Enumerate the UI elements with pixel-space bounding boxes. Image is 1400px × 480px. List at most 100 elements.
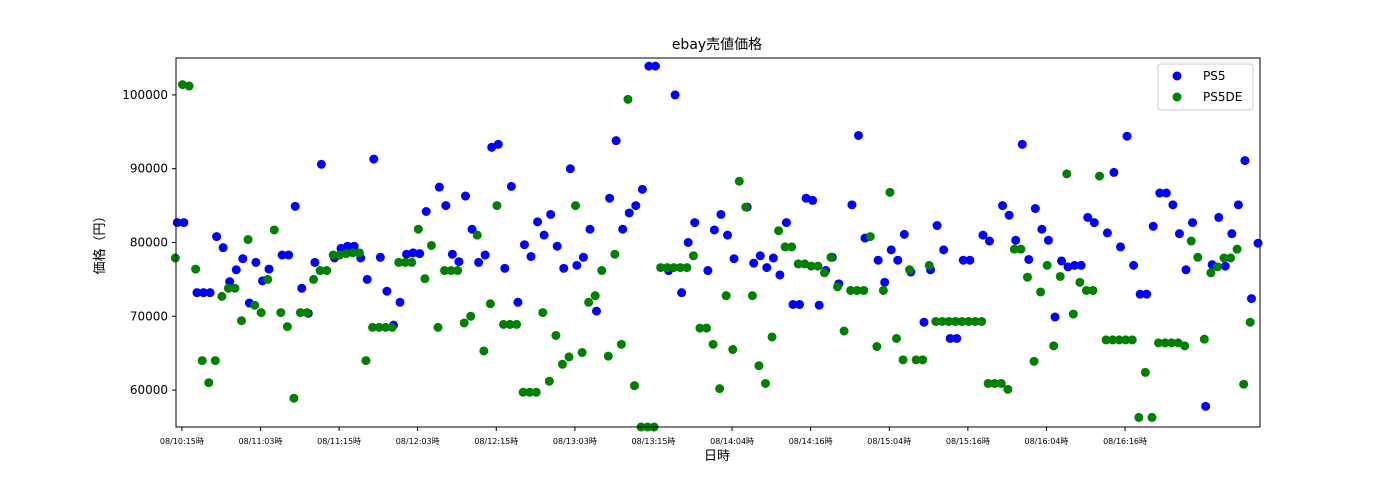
point-ps5de-58 (551, 330, 561, 340)
point-ps5de-8 (223, 283, 233, 293)
point-ps5de-63 (584, 297, 594, 307)
point-ps5de-84 (721, 291, 731, 301)
point-ps5de-86 (734, 176, 744, 186)
y-tick-label: 90000 (130, 162, 168, 176)
x-tick-label: 08/14:16時 (789, 437, 833, 446)
point-ps5-140 (1181, 265, 1191, 275)
point-ps5-68 (650, 61, 660, 71)
point-ps5de-3 (191, 264, 201, 274)
point-ps5de-12 (250, 300, 260, 310)
point-ps5-133 (1135, 289, 1145, 299)
chart-title: ebay売値価格 (672, 37, 762, 53)
point-ps5de-45 (466, 311, 476, 321)
point-ps5-45 (493, 139, 503, 149)
point-ps5-113 (998, 201, 1008, 211)
point-ps5de-120 (957, 316, 967, 326)
y-tick-label: 70000 (130, 309, 168, 323)
point-ps5-124 (1070, 260, 1080, 270)
point-ps5de-136 (1062, 169, 1072, 179)
point-ps5de-75 (662, 263, 672, 273)
point-ps5de-24 (328, 250, 338, 260)
point-ps5de-67 (610, 249, 620, 259)
point-ps5-141 (1188, 218, 1198, 228)
y-tick-label: 60000 (130, 383, 168, 397)
point-ps5de-55 (531, 387, 541, 397)
point-ps5-28 (375, 252, 385, 262)
point-ps5de-131 (1029, 356, 1039, 366)
point-ps5de-141 (1095, 171, 1105, 181)
x-tick-label: 08/16:16時 (1103, 437, 1147, 446)
point-ps5-8 (231, 265, 241, 275)
point-ps5de-161 (1226, 253, 1236, 263)
point-ps5de-133 (1042, 260, 1052, 270)
point-ps5de-19 (295, 308, 305, 318)
point-ps5de-49 (492, 201, 502, 211)
x-tick-label: 08/11:03時 (239, 437, 283, 446)
point-ps5de-47 (479, 346, 489, 356)
legend-label-ps5: PS5 (1203, 69, 1226, 83)
point-ps5de-135 (1055, 271, 1065, 281)
point-ps5de-138 (1075, 277, 1085, 287)
point-ps5de-112 (905, 265, 915, 275)
point-ps5-46 (500, 263, 510, 273)
point-ps5-122 (1057, 256, 1067, 266)
point-ps5de-130 (1022, 272, 1032, 282)
point-ps5-119 (1037, 224, 1047, 234)
plot-frame (175, 57, 1261, 428)
point-ps5de-149 (1147, 412, 1157, 422)
point-ps5de-13 (256, 308, 266, 318)
point-ps5-34 (415, 249, 425, 259)
point-ps5de-66 (603, 351, 613, 361)
point-ps5-137 (1161, 188, 1171, 198)
point-ps5de-36 (407, 257, 417, 267)
point-ps5de-57 (544, 376, 554, 386)
point-ps5-4 (205, 288, 215, 298)
point-ps5-23 (343, 241, 353, 251)
point-ps5de-134 (1049, 341, 1059, 351)
point-ps5-129 (1109, 167, 1119, 177)
point-ps5de-109 (885, 187, 895, 197)
point-ps5-86 (788, 299, 798, 309)
point-ps5de-140 (1088, 285, 1098, 295)
point-ps5-136 (1155, 188, 1165, 198)
point-ps5de-31 (374, 322, 384, 332)
point-ps5-0 (172, 218, 182, 228)
point-ps5-127 (1089, 218, 1099, 228)
point-ps5de-42 (446, 266, 456, 276)
point-ps5-85 (781, 218, 791, 228)
point-ps5-59 (585, 224, 595, 234)
point-ps5-57 (572, 260, 582, 270)
point-ps5-100 (893, 255, 903, 265)
point-ps5de-100 (826, 252, 836, 262)
point-ps5de-60 (564, 352, 574, 362)
x-axis: 08/10:15時 08/11:03時 08/11:15時 08/12:03時 08/1… (160, 427, 1147, 446)
legend-marker-ps5de (1172, 92, 1182, 102)
point-ps5-78 (729, 254, 739, 264)
point-ps5de-51 (505, 319, 515, 329)
x-tick-label: 08/15:16時 (946, 437, 990, 446)
point-ps5de-155 (1186, 236, 1196, 246)
point-ps5de-16 (276, 308, 286, 318)
point-ps5de-87 (741, 202, 751, 212)
point-ps5-38 (447, 249, 457, 259)
point-ps5de-64 (590, 291, 600, 301)
point-ps5-63 (618, 224, 628, 234)
point-ps5-128 (1102, 228, 1112, 238)
point-ps5de-33 (387, 322, 397, 332)
point-ps5-138 (1168, 200, 1178, 210)
point-ps5de-4 (197, 356, 207, 366)
point-ps5de-102 (839, 326, 849, 336)
point-ps5de-108 (878, 285, 888, 295)
point-ps5-134 (1142, 289, 1152, 299)
point-ps5-50 (526, 252, 536, 262)
point-ps5de-68 (616, 339, 626, 349)
x-axis-label: 日時 (704, 449, 730, 464)
point-ps5de-40 (433, 322, 443, 332)
point-ps5-48 (513, 297, 523, 307)
point-ps5-13 (264, 264, 274, 274)
point-ps5-89 (808, 195, 818, 205)
point-ps5de-15 (269, 225, 279, 235)
point-ps5de-10 (237, 316, 246, 326)
point-ps5-52 (539, 230, 549, 240)
